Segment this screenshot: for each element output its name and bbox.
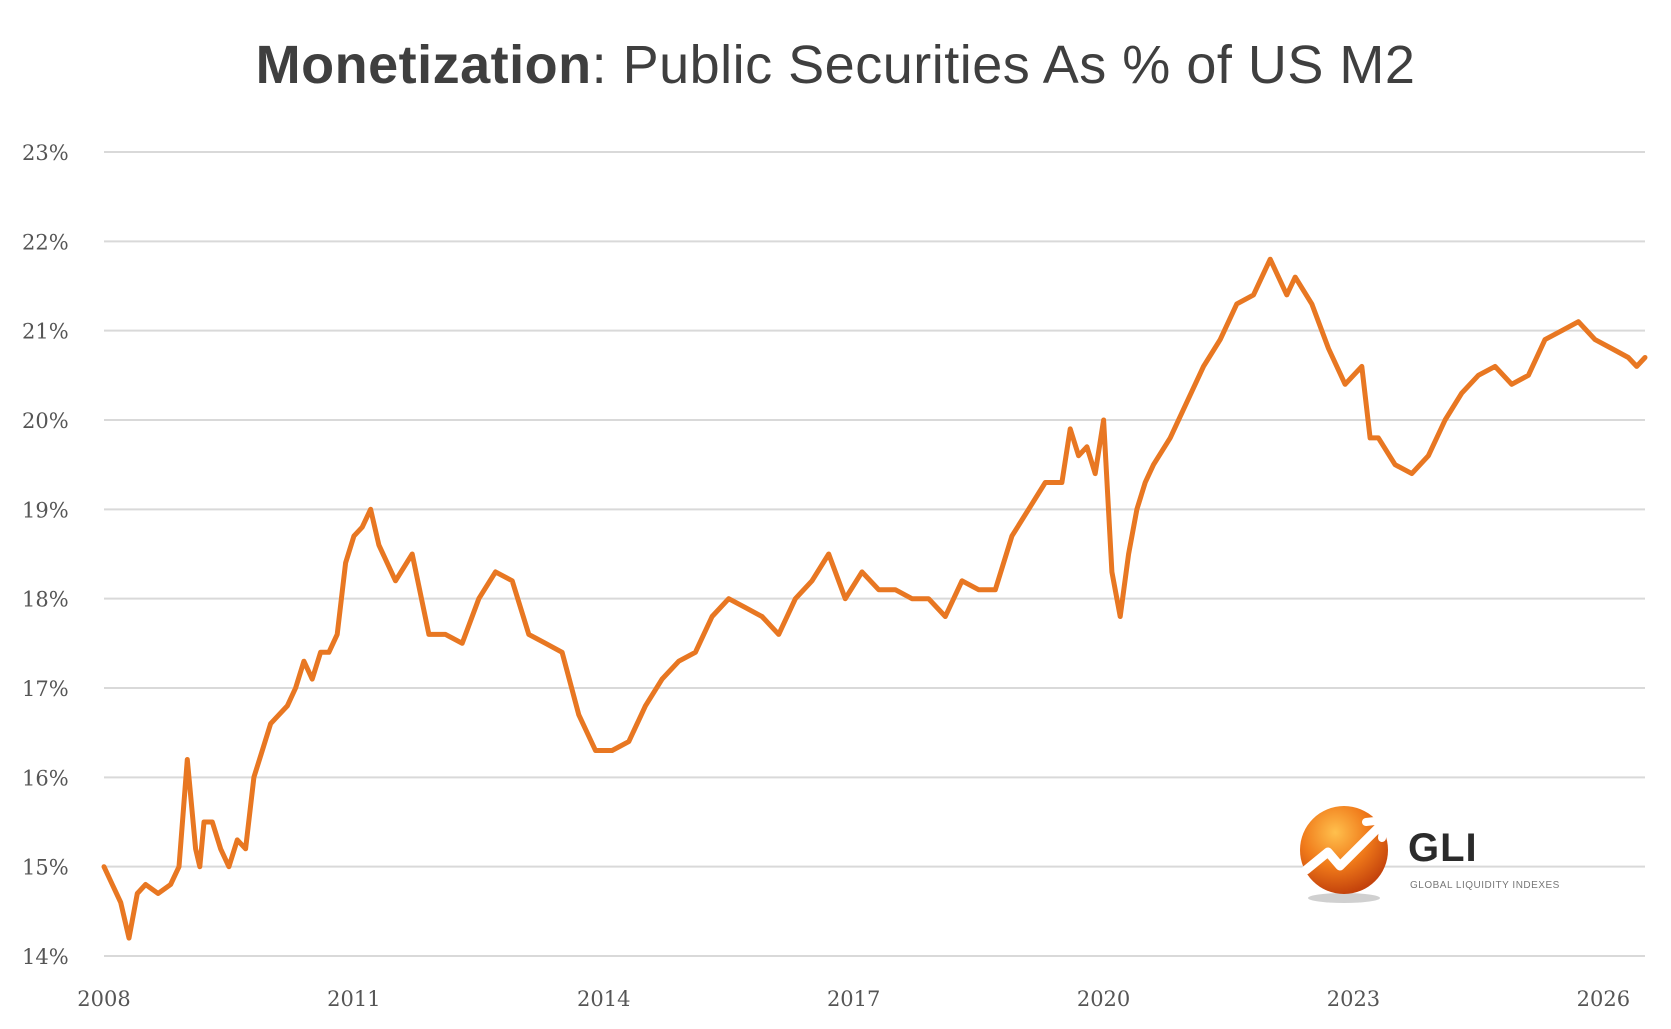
gli-logo: GLI GLOBAL LIQUIDITY INDEXES	[1292, 800, 1652, 910]
y-tick-label: 17%	[22, 677, 69, 701]
y-tick-label: 18%	[22, 588, 69, 612]
logo-name: GLI	[1408, 826, 1478, 870]
x-tick-label: 2008	[77, 987, 130, 1011]
y-tick-label: 19%	[22, 498, 69, 522]
series-group	[101, 256, 1648, 941]
x-tick-label: 2026	[1577, 987, 1630, 1011]
y-tick-label: 22%	[22, 230, 69, 254]
x-tick-label: 2023	[1327, 987, 1380, 1011]
chart-title-rest: : Public Securities As % of US M2	[591, 35, 1416, 95]
orange-sphere-trend-icon	[1300, 806, 1388, 903]
y-tick-label: 16%	[22, 766, 69, 790]
y-tick-label: 23%	[22, 141, 69, 165]
x-tick-label: 2017	[827, 987, 880, 1011]
grid-lines	[104, 151, 1645, 957]
y-tick-label: 15%	[22, 856, 69, 880]
series-line	[101, 256, 1648, 941]
x-axis-ticks: 2008 2011 2014 2017 2020 2023 2026	[77, 987, 1630, 1011]
y-tick-label: 21%	[22, 320, 69, 344]
x-tick-label: 2014	[577, 987, 630, 1011]
y-tick-label: 20%	[22, 409, 69, 433]
x-tick-label: 2011	[327, 987, 380, 1011]
chart-title: Monetization: Public Securities As % of …	[0, 34, 1671, 96]
chart-title-bold: Monetization	[255, 35, 592, 95]
y-tick-label: 14%	[22, 945, 69, 969]
x-tick-label: 2020	[1077, 987, 1130, 1011]
y-axis-ticks: 14% 15% 16% 17% 18% 19% 20% 21% 22% 23%	[22, 141, 69, 969]
logo-subtitle: GLOBAL LIQUIDITY INDEXES	[1410, 880, 1560, 891]
